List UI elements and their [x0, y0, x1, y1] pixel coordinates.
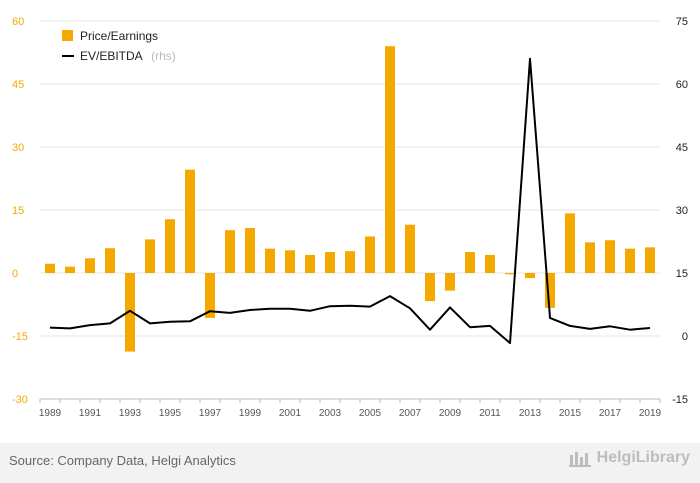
- bar-price-earnings: [385, 46, 395, 274]
- bar-price-earnings: [205, 273, 215, 318]
- bar-price-earnings: [245, 228, 255, 273]
- bar-price-earnings: [285, 250, 295, 273]
- bar-price-earnings: [445, 273, 455, 291]
- bar-price-earnings: [325, 252, 335, 273]
- brand-logo: HelgiLibrary: [568, 449, 690, 467]
- left-tick-label: 0: [12, 268, 18, 280]
- x-tick-label: 2011: [479, 408, 501, 419]
- bar-price-earnings: [125, 273, 135, 352]
- x-tick-label: 1997: [199, 408, 222, 419]
- left-tick-label: 60: [12, 16, 24, 28]
- left-tick-label: 30: [12, 142, 24, 154]
- bar-price-earnings: [305, 254, 315, 273]
- x-tick-label: 2003: [319, 408, 342, 419]
- bar-price-earnings: [605, 240, 615, 273]
- right-tick-label: 15: [676, 268, 688, 280]
- right-tick-label: 60: [676, 79, 688, 91]
- legend-label-price-earnings: Price/Earnings: [80, 29, 158, 43]
- bar-price-earnings: [505, 273, 515, 275]
- bar-price-earnings: [405, 224, 415, 273]
- x-tick-label: 2005: [359, 408, 382, 419]
- x-tick-label: 2007: [399, 408, 422, 419]
- x-tick-label: 1993: [119, 408, 142, 419]
- bar-price-earnings: [365, 236, 375, 273]
- bar-price-earnings: [585, 242, 595, 273]
- svg-text:EV/EBITDA (rhs): EV/EBITDA (rhs): [80, 47, 176, 64]
- bar-price-earnings: [465, 252, 475, 273]
- legend: Price/Earnings EV/EBITDA (rhs): [62, 29, 176, 64]
- right-tick-label: -15: [672, 394, 688, 406]
- bar-price-earnings: [225, 230, 235, 273]
- x-tick-label: 1991: [79, 408, 102, 419]
- bar-price-earnings: [485, 254, 495, 273]
- bar-price-earnings: [265, 248, 275, 273]
- left-tick-label: 45: [12, 79, 24, 91]
- bar-price-earnings: [645, 247, 655, 273]
- right-tick-label: 30: [676, 205, 688, 217]
- bar-price-earnings: [625, 248, 635, 273]
- right-axis-ticks: 75 60 45 30 15 0 -15: [672, 16, 688, 406]
- x-tick-label: 2001: [279, 408, 302, 419]
- legend-note-rhs: (rhs): [151, 49, 176, 63]
- left-axis-ticks: 60 45 30 15 0 -15 -30: [12, 16, 28, 406]
- x-tick-label: 2013: [519, 408, 542, 419]
- price-earnings-bars: [45, 46, 655, 352]
- x-tick-label: 1995: [159, 408, 182, 419]
- left-tick-label: -30: [12, 394, 28, 406]
- bar-price-earnings: [425, 273, 435, 302]
- bar-price-earnings: [565, 213, 575, 273]
- brand-text: HelgiLibrary: [596, 449, 690, 466]
- x-tick-label: 2019: [639, 408, 662, 419]
- right-tick-label: 0: [682, 331, 688, 343]
- legend-label-ev-ebitda: EV/EBITDA: [80, 49, 143, 63]
- bar-price-earnings: [345, 251, 355, 273]
- x-tick-label: 1989: [39, 408, 62, 419]
- bar-price-earnings: [185, 169, 195, 273]
- left-tick-label: -15: [12, 331, 28, 343]
- x-tick-label: 2015: [559, 408, 582, 419]
- library-icon: [568, 452, 591, 467]
- legend-swatch-price-earnings: [62, 30, 73, 41]
- bar-price-earnings: [525, 273, 535, 279]
- source-text: Source: Company Data, Helgi Analytics: [9, 453, 236, 468]
- right-tick-label: 45: [676, 142, 688, 154]
- x-tick-label: 1999: [239, 408, 262, 419]
- right-tick-label: 75: [676, 16, 688, 28]
- bar-price-earnings: [105, 248, 115, 273]
- x-axis-ticks: 1989 1991 1993 1995 1997 1999 2001 2003 2005 2007…: [39, 399, 662, 419]
- footer-bar: Source: Company Data, Helgi Analytics He…: [0, 443, 700, 483]
- x-tick-label: 2017: [599, 408, 622, 419]
- ev-ebitda-line: [49, 57, 651, 345]
- bar-price-earnings: [545, 273, 555, 308]
- bar-price-earnings: [165, 219, 175, 273]
- bar-price-earnings: [85, 258, 95, 273]
- left-tick-label: 15: [12, 205, 24, 217]
- bar-price-earnings: [45, 263, 55, 273]
- bar-price-earnings: [65, 266, 75, 273]
- x-tick-label: 2009: [439, 408, 462, 419]
- bar-price-earnings: [145, 239, 155, 273]
